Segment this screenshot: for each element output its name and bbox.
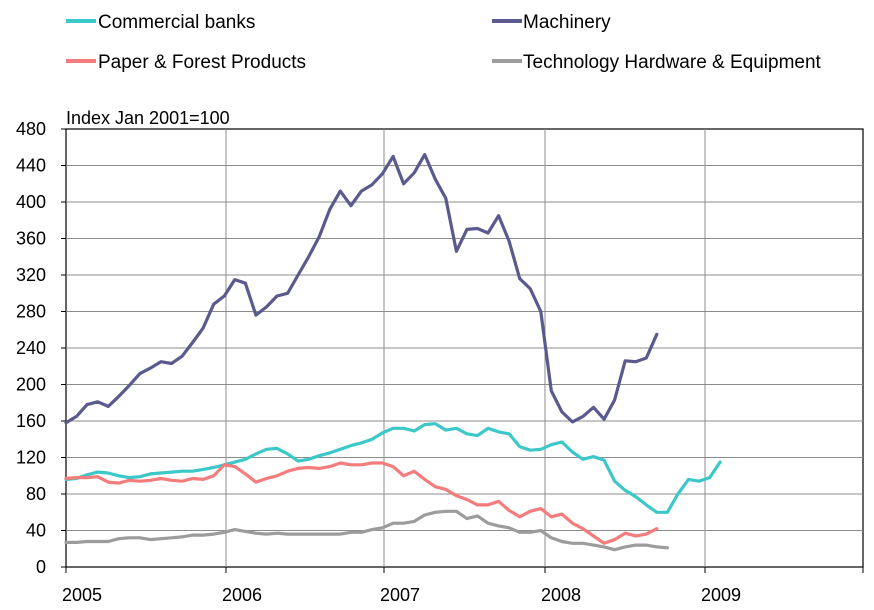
y-tick-label: 320 xyxy=(16,265,46,285)
series-line-machinery xyxy=(64,153,659,425)
y-axis-tick-labels: 0 40 80 120 160 200 240 280 320 360 400 440 480 xyxy=(16,119,46,577)
legend-label-tech-hardware: Technology Hardware & Equipment xyxy=(523,52,822,73)
legend-item-paper-forest: Paper & Forest Products xyxy=(66,52,306,73)
legend-label-paper-forest: Paper & Forest Products xyxy=(98,52,306,73)
series-line-paper-forest-products xyxy=(64,461,659,545)
legend-item-commercial-banks: Commercial banks xyxy=(66,12,255,33)
y-tick-label: 200 xyxy=(16,375,46,395)
y-axis-unit-label: Index Jan 2001=100 xyxy=(66,108,230,128)
y-tick-label: 240 xyxy=(16,338,46,358)
y-tick-label: 400 xyxy=(16,192,46,212)
y-tick-label: 120 xyxy=(16,448,46,468)
legend-item-tech-hardware: Technology Hardware & Equipment xyxy=(492,52,822,73)
series-lines xyxy=(64,153,722,552)
legend: Commercial banks Machinery Paper & Fores… xyxy=(66,12,822,73)
x-tick-label: 2008 xyxy=(541,585,581,605)
series-line-commercial-banks xyxy=(64,422,722,514)
y-tick-label: 440 xyxy=(16,156,46,176)
legend-item-machinery: Machinery xyxy=(492,12,611,33)
y-tick-label: 480 xyxy=(16,119,46,139)
y-tick-label: 360 xyxy=(16,229,46,249)
y-tick-label: 160 xyxy=(16,411,46,431)
series-line-technology-hardware xyxy=(64,509,670,552)
y-tick-label: 280 xyxy=(16,302,46,322)
x-tick-label: 2007 xyxy=(380,585,420,605)
x-tick-label: 2009 xyxy=(701,585,741,605)
y-tick-label: 40 xyxy=(26,521,46,541)
legend-label-commercial-banks: Commercial banks xyxy=(98,12,255,33)
y-tick-label: 0 xyxy=(36,557,46,577)
x-tick-label: 2005 xyxy=(62,585,102,605)
x-axis-tick-labels: 2005 2006 2007 2008 2009 xyxy=(62,585,741,605)
y-tick-label: 80 xyxy=(26,484,46,504)
legend-label-machinery: Machinery xyxy=(523,12,611,33)
axis-ticks xyxy=(61,128,864,573)
x-tick-label: 2006 xyxy=(222,585,262,605)
